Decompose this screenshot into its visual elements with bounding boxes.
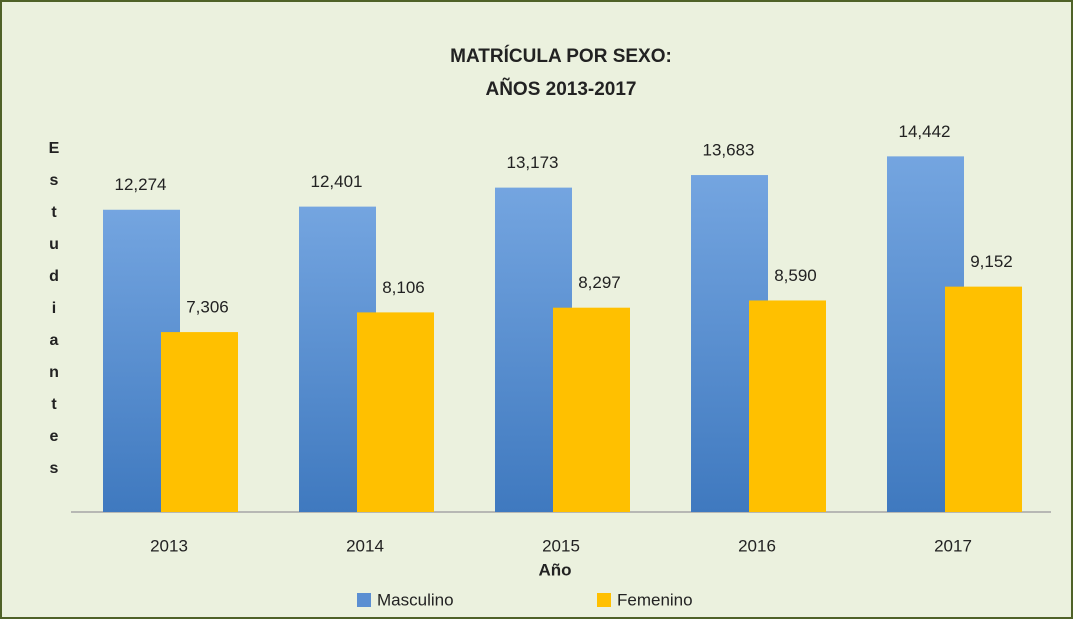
bar [553,307,630,512]
legend-label: Femenino [617,590,693,609]
data-label: 13,683 [703,141,755,160]
bar [749,300,826,512]
legend-swatch [357,593,371,607]
data-label: 9,152 [970,252,1013,271]
x-tick-label: 2016 [738,536,776,555]
bar [357,312,434,512]
data-label: 8,106 [382,278,425,297]
data-label: 8,297 [578,273,621,292]
legend-swatch [597,593,611,607]
chart-title: AÑOS 2013-2017 [485,78,636,100]
data-label: 12,274 [115,175,167,194]
data-label: 13,173 [507,153,559,172]
legend-label: Masculino [377,590,454,609]
x-tick-label: 2013 [150,536,188,555]
x-tick-label: 2017 [934,536,972,555]
data-label: 7,306 [186,298,229,317]
bar [161,332,238,512]
data-label: 14,442 [899,122,951,141]
x-tick-label: 2014 [346,536,384,555]
y-axis-label: Estudiantes [46,140,63,492]
chart-title: MATRÍCULA POR SEXO: [450,45,672,67]
data-label: 12,401 [311,172,363,191]
bar [945,286,1022,512]
x-tick-label: 2015 [542,536,580,555]
data-label: 8,590 [774,266,817,285]
x-axis-label: Año [538,560,571,579]
